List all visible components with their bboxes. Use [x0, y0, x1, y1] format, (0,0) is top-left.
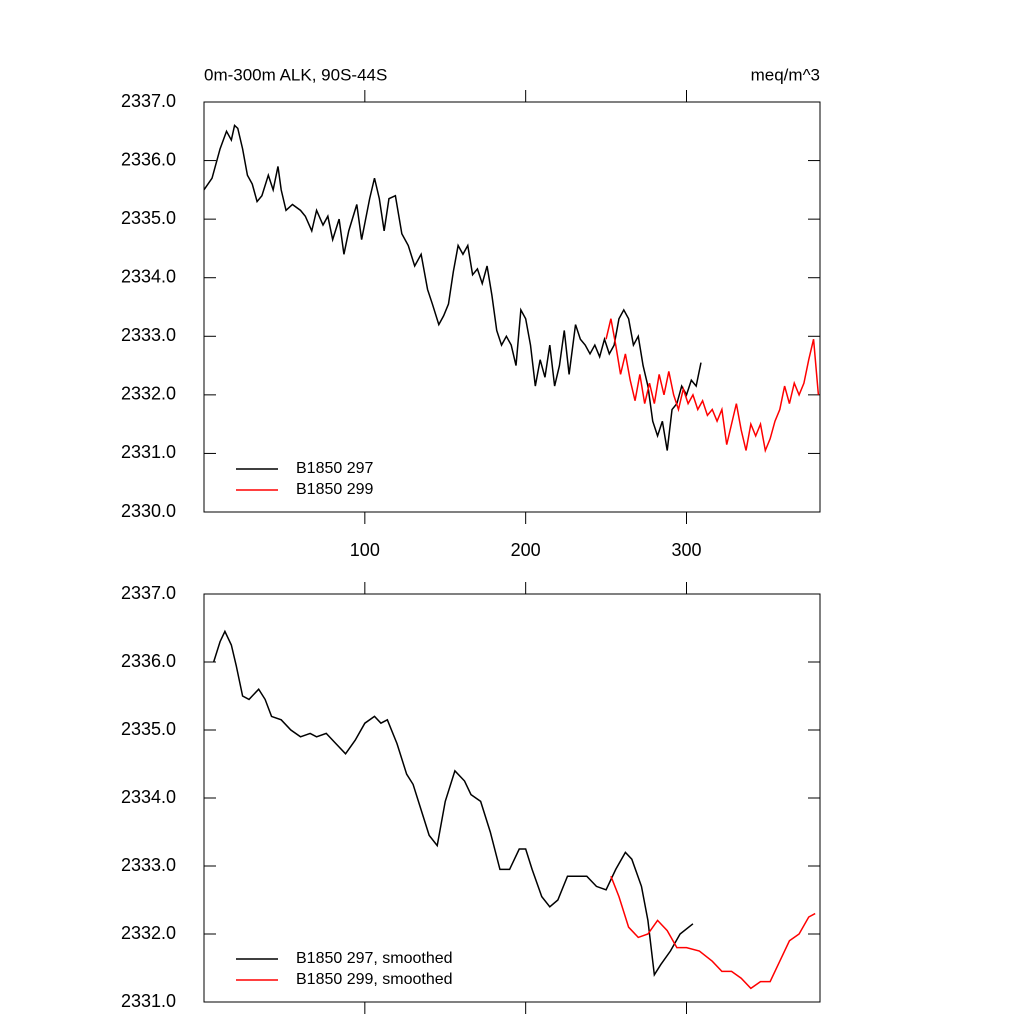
chart-title: 0m-300m ALK, 90S-44S [204, 65, 387, 84]
units-label: meq/m^3 [751, 65, 820, 84]
y-tick-label: 2332.0 [121, 923, 176, 943]
y-tick-label: 2336.0 [121, 651, 176, 671]
y-tick-label: 2337.0 [121, 91, 176, 111]
series-line [212, 629, 694, 977]
y-tick-label: 2331.0 [121, 991, 176, 1011]
series-line [605, 318, 820, 454]
x-tick-label: 100 [350, 540, 380, 560]
legend-label: B1850 297 [296, 460, 374, 477]
y-tick-label: 2335.0 [121, 208, 176, 228]
y-tick-label: 2333.0 [121, 855, 176, 875]
y-tick-label: 2332.0 [121, 384, 176, 404]
legend-label: B1850 299, smoothed [296, 971, 453, 988]
y-tick-label: 2335.0 [121, 719, 176, 739]
series-line [203, 124, 702, 451]
plot-frame [203, 593, 821, 1003]
x-tick-label: 300 [671, 540, 701, 560]
plot-frame [203, 101, 821, 513]
y-tick-label: 2334.0 [121, 266, 176, 286]
y-tick-label: 2331.0 [121, 442, 176, 462]
y-tick-label: 2333.0 [121, 325, 176, 345]
y-tick-label: 2336.0 [121, 149, 176, 169]
y-tick-label: 2337.0 [121, 583, 176, 603]
series-line [610, 875, 816, 990]
x-tick-label: 200 [511, 540, 541, 560]
y-tick-label: 2330.0 [121, 501, 176, 521]
legend-label: B1850 297, smoothed [296, 950, 453, 967]
y-tick-label: 2334.0 [121, 787, 176, 807]
legend-label: B1850 299 [296, 481, 374, 498]
